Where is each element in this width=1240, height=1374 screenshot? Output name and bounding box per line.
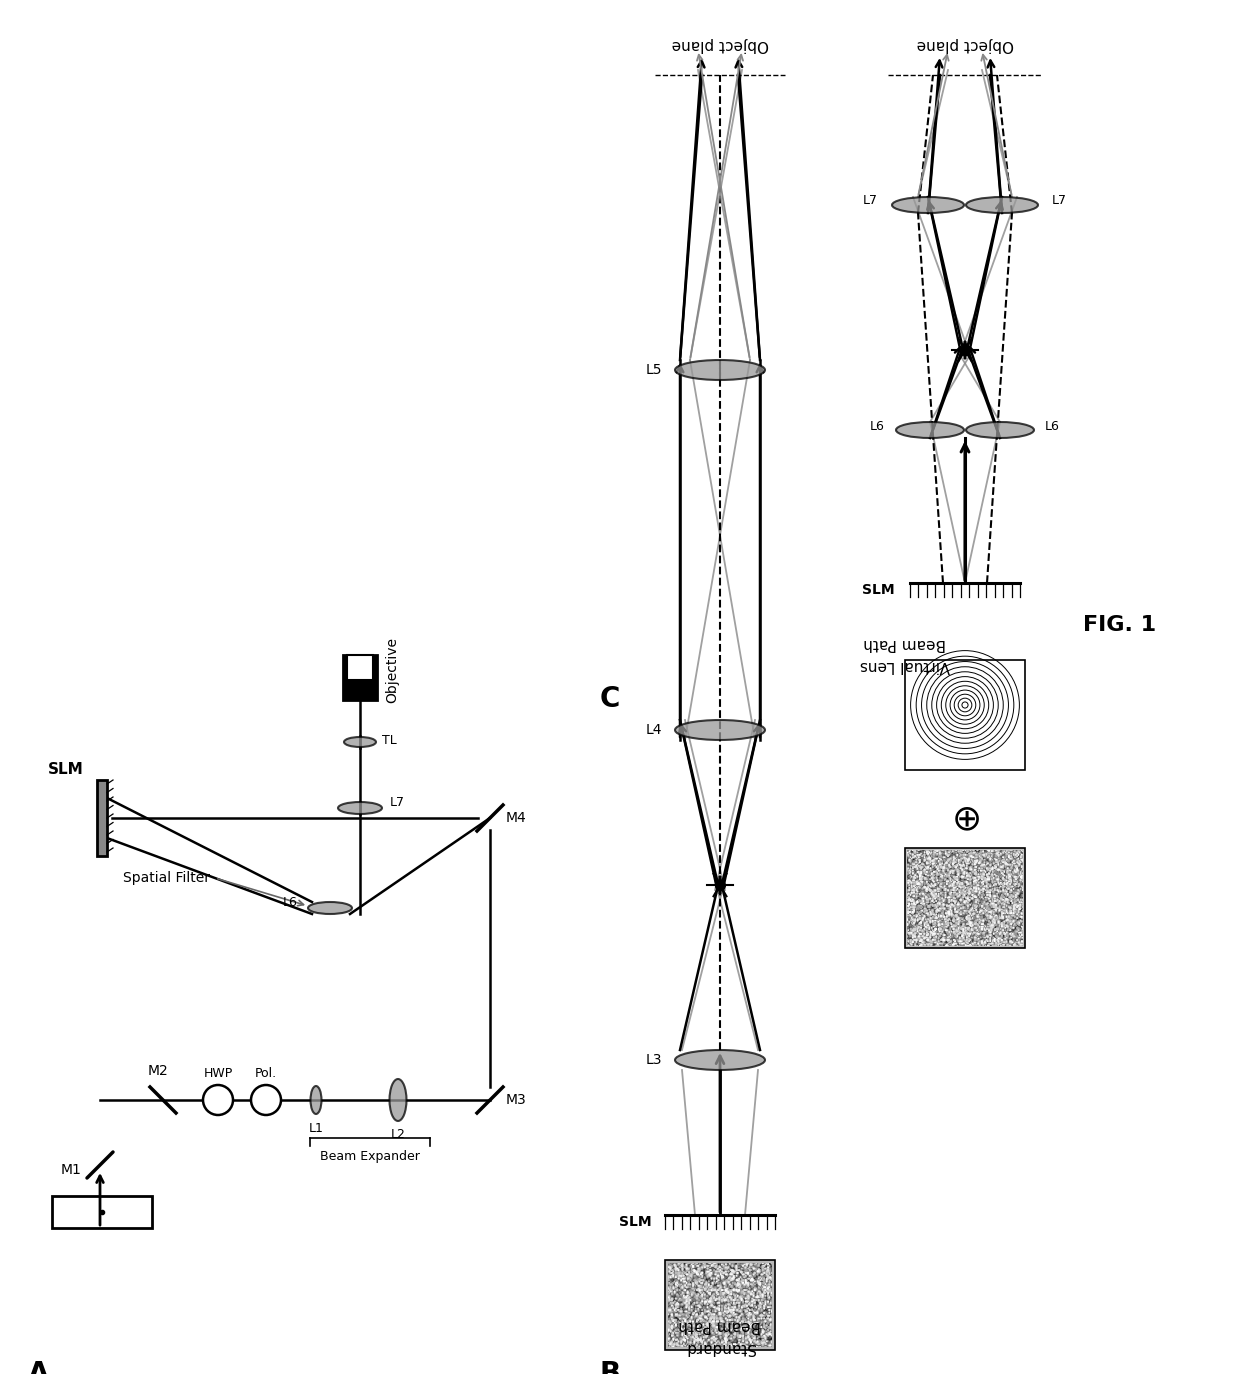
- Ellipse shape: [339, 802, 382, 813]
- Text: SLM: SLM: [48, 763, 84, 778]
- Ellipse shape: [892, 196, 963, 213]
- Text: L2: L2: [391, 1128, 405, 1140]
- Ellipse shape: [897, 422, 963, 438]
- Text: SLM: SLM: [619, 1215, 652, 1228]
- Text: L4: L4: [646, 723, 662, 736]
- Ellipse shape: [675, 1050, 765, 1070]
- Text: Objective: Objective: [384, 638, 399, 703]
- Ellipse shape: [966, 196, 1038, 213]
- Text: L7: L7: [863, 195, 878, 207]
- Text: Beam Path: Beam Path: [678, 1318, 761, 1333]
- Ellipse shape: [308, 901, 352, 914]
- Text: Object plane: Object plane: [671, 37, 769, 52]
- Bar: [905, 848, 1025, 948]
- Ellipse shape: [310, 1085, 321, 1114]
- Text: L7: L7: [1052, 195, 1066, 207]
- Text: B: B: [600, 1360, 621, 1374]
- Text: L6: L6: [1045, 419, 1060, 433]
- Text: FIG. 1: FIG. 1: [1084, 616, 1157, 635]
- Text: L7: L7: [391, 797, 405, 809]
- Text: L3: L3: [646, 1052, 662, 1068]
- Text: $\oplus$: $\oplus$: [951, 802, 980, 837]
- Text: Beam Path: Beam Path: [863, 636, 946, 651]
- Text: L6: L6: [283, 896, 298, 910]
- Circle shape: [203, 1085, 233, 1114]
- Text: M4: M4: [506, 811, 527, 824]
- Ellipse shape: [675, 360, 765, 381]
- Bar: [665, 1260, 775, 1351]
- Circle shape: [250, 1085, 281, 1114]
- Text: TL: TL: [382, 734, 397, 746]
- Text: Standard: Standard: [686, 1340, 755, 1355]
- Text: Pol.: Pol.: [255, 1068, 277, 1080]
- Text: Object plane: Object plane: [916, 37, 1013, 52]
- Text: C: C: [600, 686, 620, 713]
- Text: M2: M2: [148, 1063, 169, 1079]
- Text: M1: M1: [61, 1162, 82, 1178]
- Bar: [343, 655, 377, 699]
- Bar: [347, 655, 373, 680]
- Text: Beam Expander: Beam Expander: [320, 1150, 420, 1162]
- Text: SLM: SLM: [862, 583, 895, 596]
- Text: L1: L1: [309, 1123, 324, 1135]
- Text: A: A: [29, 1360, 50, 1374]
- Ellipse shape: [966, 422, 1034, 438]
- Text: Spatial Filter: Spatial Filter: [123, 871, 210, 885]
- Text: M3: M3: [506, 1092, 527, 1107]
- Bar: [97, 780, 107, 856]
- Bar: [905, 660, 1025, 769]
- Text: HWP: HWP: [203, 1068, 233, 1080]
- Text: L5: L5: [646, 363, 662, 376]
- Ellipse shape: [675, 720, 765, 741]
- Text: Virtual Lens: Virtual Lens: [859, 658, 950, 673]
- Ellipse shape: [343, 736, 376, 747]
- Ellipse shape: [389, 1079, 407, 1121]
- Bar: [52, 1195, 153, 1228]
- Text: L6: L6: [870, 419, 885, 433]
